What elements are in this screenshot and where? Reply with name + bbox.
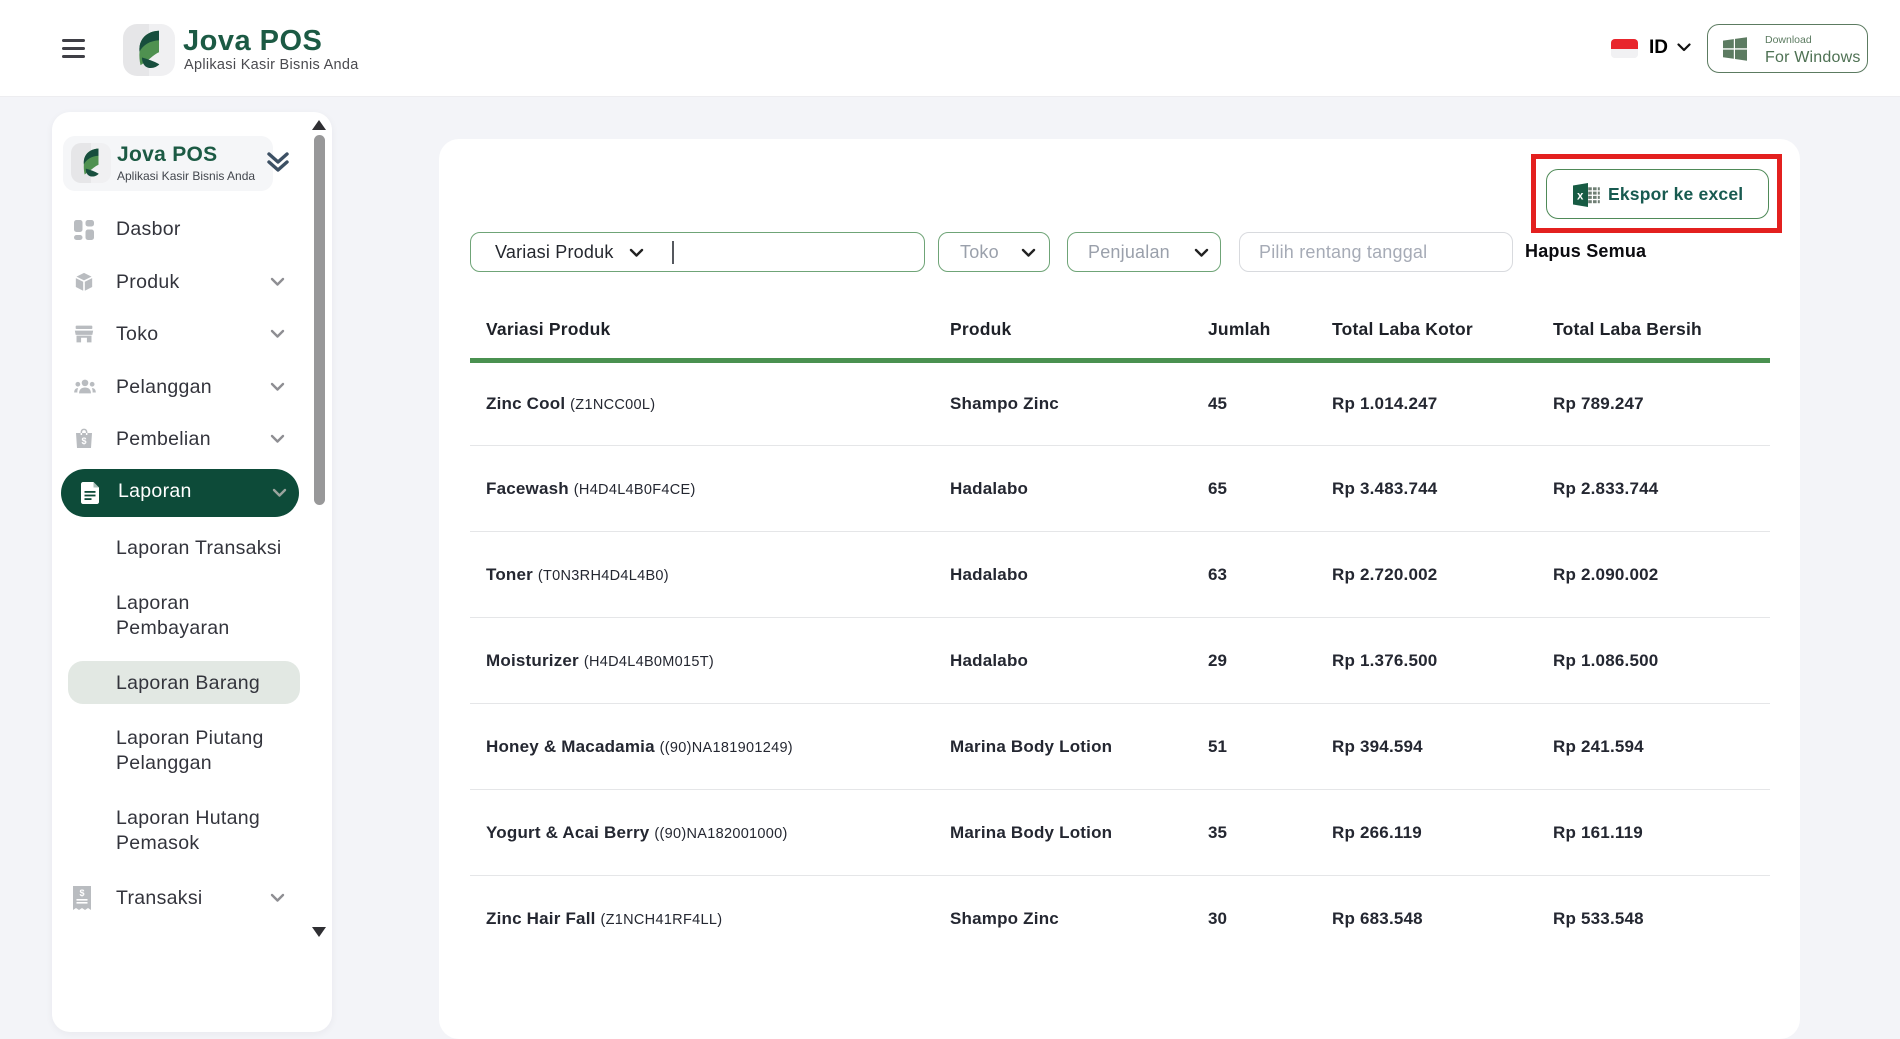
svg-text:$: $ bbox=[79, 888, 84, 898]
svg-text:x: x bbox=[1577, 191, 1584, 203]
svg-text:$: $ bbox=[81, 436, 86, 446]
